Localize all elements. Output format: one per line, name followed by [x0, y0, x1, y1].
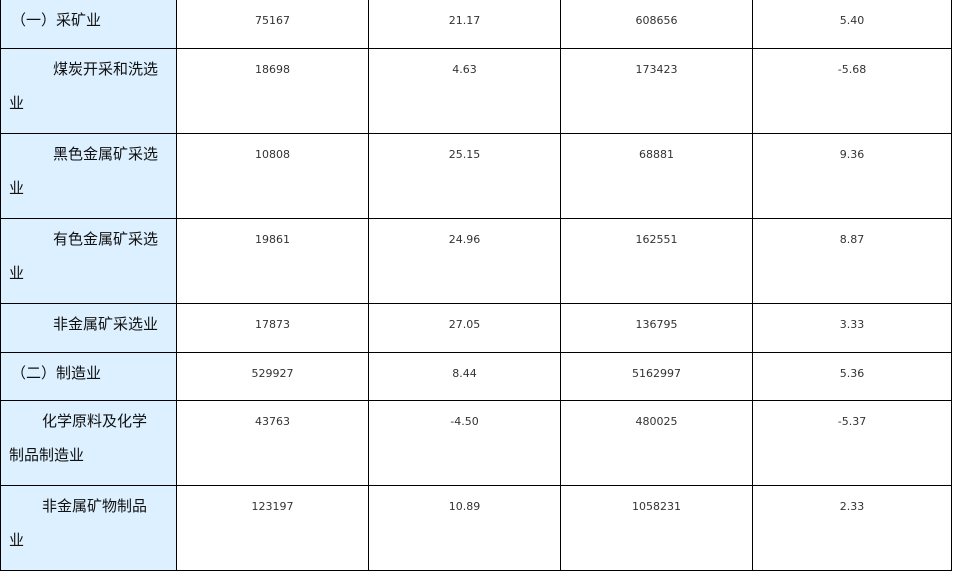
- value-cell: 480025: [560, 400, 753, 486]
- value-cell: 5.40: [752, 0, 952, 49]
- row-label: 非金属矿物制品业: [0, 485, 177, 571]
- value-cell: 9.36: [752, 133, 952, 219]
- value-cell: 10.89: [368, 485, 561, 571]
- row-label-line: 黑色金属矿采选: [53, 145, 159, 163]
- table-row: 非金属矿采选业 17873 27.05 136795 3.33: [0, 303, 952, 353]
- row-label: 煤炭开采和洗选业: [0, 48, 177, 134]
- row-label-line: 制品制造业: [9, 446, 85, 464]
- value-cell: 8.87: [752, 218, 952, 304]
- row-label-line: （二）制造业: [11, 364, 102, 382]
- value-cell: 18698: [176, 48, 369, 134]
- value-cell: 5.36: [752, 352, 952, 401]
- table-row: 化学原料及化学 制品制造业 43763 -4.50 480025 -5.37: [0, 400, 952, 486]
- row-label-line: 煤炭开采和洗选: [53, 60, 159, 78]
- value-cell: -4.50: [368, 400, 561, 486]
- row-label: 有色金属矿采选业: [0, 218, 177, 304]
- value-cell: 3.33: [752, 303, 952, 353]
- value-cell: 17873: [176, 303, 369, 353]
- value-cell: -5.68: [752, 48, 952, 134]
- value-cell: 75167: [176, 0, 369, 49]
- value-cell: 8.44: [368, 352, 561, 401]
- table-row: 煤炭开采和洗选业 18698 4.63 173423 -5.68: [0, 48, 952, 134]
- value-cell: 5162997: [560, 352, 753, 401]
- value-cell: 24.96: [368, 218, 561, 304]
- row-label-line: 有色金属矿采选: [53, 230, 159, 248]
- row-label-line: 化学原料及化学: [42, 412, 148, 430]
- row-label-line: 非金属矿物制品: [42, 497, 148, 515]
- value-cell: 136795: [560, 303, 753, 353]
- table-row: 有色金属矿采选业 19861 24.96 162551 8.87: [0, 218, 952, 304]
- value-cell: 10808: [176, 133, 369, 219]
- value-cell: 21.17: [368, 0, 561, 49]
- value-cell: 4.63: [368, 48, 561, 134]
- value-cell: -5.37: [752, 400, 952, 486]
- value-cell: 608656: [560, 0, 753, 49]
- value-cell: 2.33: [752, 485, 952, 571]
- value-cell: 1058231: [560, 485, 753, 571]
- table-row: （二）制造业 529927 8.44 5162997 5.36: [0, 352, 952, 401]
- row-label: 非金属矿采选业: [0, 303, 177, 353]
- value-cell: 68881: [560, 133, 753, 219]
- row-label: 化学原料及化学制品制造业: [0, 400, 177, 486]
- value-cell: 27.05: [368, 303, 561, 353]
- row-label-line: 业: [9, 179, 25, 197]
- value-cell: 173423: [560, 48, 753, 134]
- value-cell: 19861: [176, 218, 369, 304]
- row-label-line: 业: [9, 94, 25, 112]
- table-row: 非金属矿物制品业 123197 10.89 1058231 2.33: [0, 485, 952, 571]
- value-cell: 25.15: [368, 133, 561, 219]
- row-label-line: 非金属矿采选业: [53, 315, 159, 333]
- value-cell: 162551: [560, 218, 753, 304]
- value-cell: 123197: [176, 485, 369, 571]
- value-cell: 43763: [176, 400, 369, 486]
- row-label-line: （一）采矿业: [11, 11, 102, 29]
- row-label: 黑色金属矿采选业: [0, 133, 177, 219]
- row-label: （一）采矿业: [0, 0, 177, 49]
- table-row: （一）采矿业 75167 21.17 608656 5.40: [0, 0, 952, 49]
- row-label: （二）制造业: [0, 352, 177, 401]
- value-cell: 529927: [176, 352, 369, 401]
- row-label-line: 业: [9, 531, 25, 549]
- row-label-line: 业: [9, 264, 25, 282]
- table-row: 黑色金属矿采选业 10808 25.15 68881 9.36: [0, 133, 952, 219]
